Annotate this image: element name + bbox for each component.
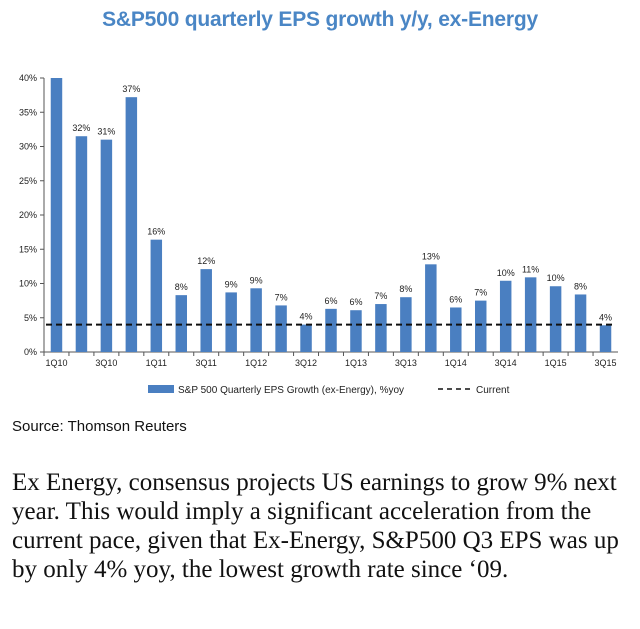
data-label-2Q15: 8%: [574, 281, 587, 291]
data-label-3Q10: 31%: [97, 127, 115, 137]
y-tick-label: 20%: [19, 210, 37, 220]
bar-2Q13: [375, 304, 387, 352]
x-tick-label: 3Q11: [196, 358, 217, 368]
y-tick-label: 40%: [19, 73, 37, 83]
bar-1Q12: [250, 288, 262, 352]
data-label-2Q14: 7%: [474, 288, 487, 298]
x-tick-label: 1Q11: [146, 358, 167, 368]
y-tick-label: 5%: [24, 313, 37, 323]
data-label-1Q14: 6%: [449, 294, 462, 304]
x-tick-label: 3Q12: [295, 358, 317, 368]
bar-4Q13: [425, 264, 437, 352]
source-note: Source: Thomson Reuters: [12, 418, 187, 435]
bar-2Q12: [275, 305, 287, 352]
y-tick-label: 30%: [19, 142, 37, 152]
x-tick-label: 3Q15: [595, 358, 617, 368]
data-label-1Q12: 9%: [250, 275, 263, 285]
bar-1Q13: [350, 310, 362, 352]
legend-bar-label: S&P 500 Quarterly EPS Growth (ex-Energy)…: [178, 385, 404, 396]
y-tick-label: 0%: [24, 347, 37, 357]
bar-3Q15: [599, 325, 612, 352]
bar-chart: 0% 5% 10% 15% 20% 25% 30% 35% 40% 1Q10 32% 31% 3Q10 3…: [19, 73, 618, 396]
bar-3Q11: [200, 269, 212, 352]
x-tick-label: 3Q14: [495, 358, 517, 368]
bar-4Q12: [325, 308, 337, 352]
data-label-2Q10: 32%: [72, 123, 90, 133]
y-tick-label: 15%: [19, 244, 37, 254]
data-label-3Q13: 8%: [399, 284, 412, 294]
legend-bar-swatch: [148, 385, 174, 393]
legend-current-label: Current: [476, 385, 510, 396]
data-label-4Q10: 37%: [122, 84, 140, 94]
bar-2Q11: [175, 295, 188, 352]
data-label-1Q11: 16%: [147, 227, 165, 237]
bar-2Q15: [574, 294, 587, 352]
data-label-3Q15: 4%: [599, 312, 612, 322]
bar-2Q10: [75, 136, 88, 352]
data-label-3Q14: 10%: [497, 268, 515, 278]
x-tick-label: 1Q14: [445, 358, 467, 368]
y-tick-label: 10%: [19, 279, 37, 289]
x-tick-label: 1Q13: [345, 358, 367, 368]
x-tick-label: 1Q10: [45, 358, 67, 368]
chart-title: S&P500 quarterly EPS growth y/y, ex-Ener…: [102, 8, 538, 31]
bar-3Q14: [499, 280, 512, 352]
bar-1Q10: [50, 78, 63, 352]
bar-3Q10: [100, 139, 113, 352]
data-label-2Q13: 7%: [374, 291, 387, 301]
bar-3Q12: [300, 324, 312, 352]
bar-4Q14: [524, 277, 537, 352]
x-tick-label: 1Q15: [545, 358, 567, 368]
data-label-3Q12: 4%: [300, 312, 313, 322]
y-tick-label: 25%: [19, 176, 37, 186]
bar-4Q11: [225, 292, 237, 352]
bar-2Q14: [474, 300, 487, 352]
data-label-2Q11: 8%: [175, 282, 188, 292]
data-label-2Q12: 7%: [275, 292, 288, 302]
data-label-1Q13: 6%: [349, 297, 362, 307]
data-label-4Q14: 11%: [522, 264, 539, 274]
data-label-3Q11: 12%: [197, 256, 215, 266]
bar-1Q11: [150, 239, 163, 352]
data-label-4Q13: 13%: [422, 251, 440, 261]
bar-3Q13: [400, 297, 412, 352]
x-tick-label: 3Q13: [395, 358, 417, 368]
x-tick-label: 3Q10: [95, 358, 117, 368]
x-tick-label: 1Q12: [245, 358, 267, 368]
bar-1Q15: [549, 286, 562, 352]
bar-1Q14: [450, 307, 462, 352]
data-label-4Q12: 6%: [324, 296, 337, 306]
bar-4Q10: [125, 97, 138, 353]
commentary-text: Ex Energy, consensus projects US earning…: [12, 469, 619, 583]
data-label-4Q11: 9%: [225, 279, 238, 289]
data-label-1Q15: 10%: [547, 273, 565, 283]
y-tick-label: 35%: [19, 107, 37, 117]
